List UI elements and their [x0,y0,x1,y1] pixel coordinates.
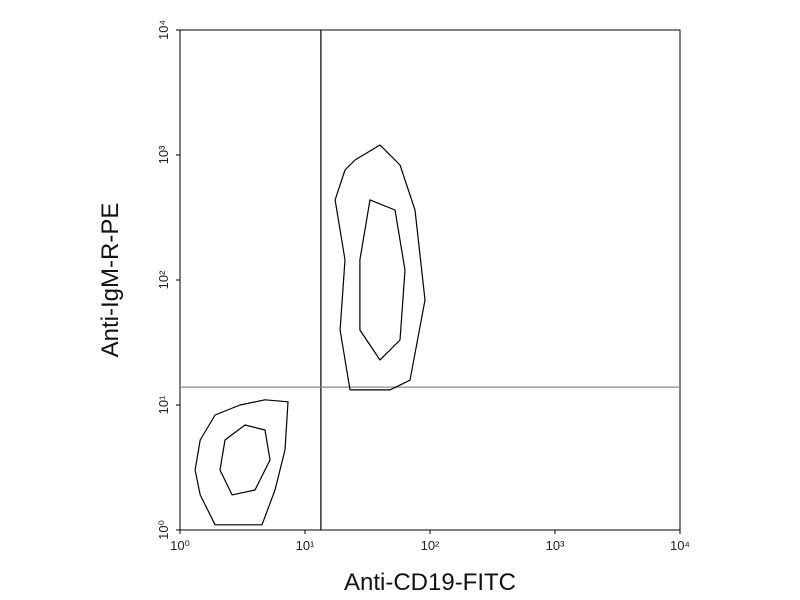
y-tick-label: 10¹ [156,395,171,414]
plot-frame [179,29,681,531]
x-tick-label: 10³ [546,538,565,553]
contour-line [334,144,426,391]
x-tick-label: 10² [421,538,440,553]
y-tick-label: 10⁴ [156,20,171,40]
x-tick-label: 10⁰ [170,538,190,553]
contour-line [194,399,289,526]
y-axis-title: Anti-IgM-R-PE [97,203,124,358]
y-tick-label: 10³ [156,145,171,164]
contour-line [219,424,271,496]
y-tick-label: 10⁰ [156,520,171,540]
x-tick-label: 10¹ [296,538,315,553]
contour-line [359,199,406,361]
x-axis-title: Anti-CD19-FITC [344,569,516,596]
x-tick-label: 10⁴ [670,538,690,553]
y-tick-label: 10² [156,270,171,289]
